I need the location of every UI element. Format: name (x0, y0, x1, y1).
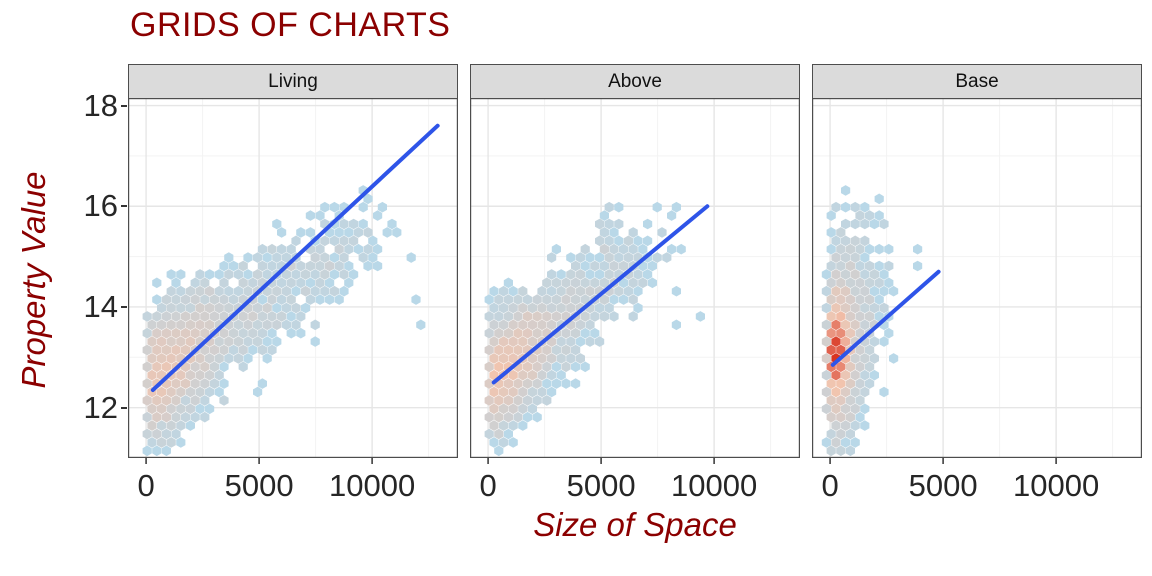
hexbin-layer (142, 185, 426, 457)
x-tick-label: 0 (137, 468, 154, 503)
y-tick-mark (121, 406, 127, 409)
y-axis-label: Property Value (15, 171, 52, 389)
facet-plot-living: 0 5000 10000 (128, 98, 458, 503)
x-tick-label: 5000 (225, 468, 294, 503)
hexbin-layer (821, 185, 923, 457)
fit-line (150, 123, 440, 393)
facet-strip-label: Above (608, 70, 662, 92)
facet-strip-label: Base (955, 70, 999, 92)
x-tick-label: 10000 (1013, 468, 1099, 503)
facet-strip-above: Above (470, 64, 800, 98)
y-tick-label: 12 (83, 389, 118, 425)
facet-plot-base: 0 5000 10000 (812, 98, 1142, 503)
y-tick-mark (121, 305, 127, 308)
x-tick-label: 0 (821, 468, 838, 503)
x-tick-label: 10000 (671, 468, 757, 503)
x-axis-label: Size of Space (533, 506, 737, 543)
facet-strip-label: Living (268, 70, 318, 92)
chart-title: GRIDS OF CHARTS (130, 6, 451, 44)
x-tick-label: 5000 (909, 468, 978, 503)
x-tick-label: 0 (479, 468, 496, 503)
y-tick-mark (121, 205, 127, 208)
fit-line (491, 204, 710, 385)
facet-above: Above 0 5000 10000 (470, 64, 800, 503)
fit-line (830, 269, 941, 367)
facet-strip-base: Base (812, 64, 1142, 98)
facet-strip-living: Living (128, 64, 458, 98)
facet-base: Base 0 5000 10000 (812, 64, 1142, 503)
facet-living: Living 0 5000 10000 (128, 64, 458, 503)
y-tick-mark (121, 104, 127, 107)
facet-row: Living 0 5000 10000 Above 0 5000 10000 Base … (128, 64, 1142, 503)
facet-plot-above: 0 5000 10000 (470, 98, 800, 503)
x-tick-label: 5000 (567, 468, 636, 503)
x-tick-label: 10000 (329, 468, 415, 503)
y-tick-label: 18 (83, 87, 118, 123)
